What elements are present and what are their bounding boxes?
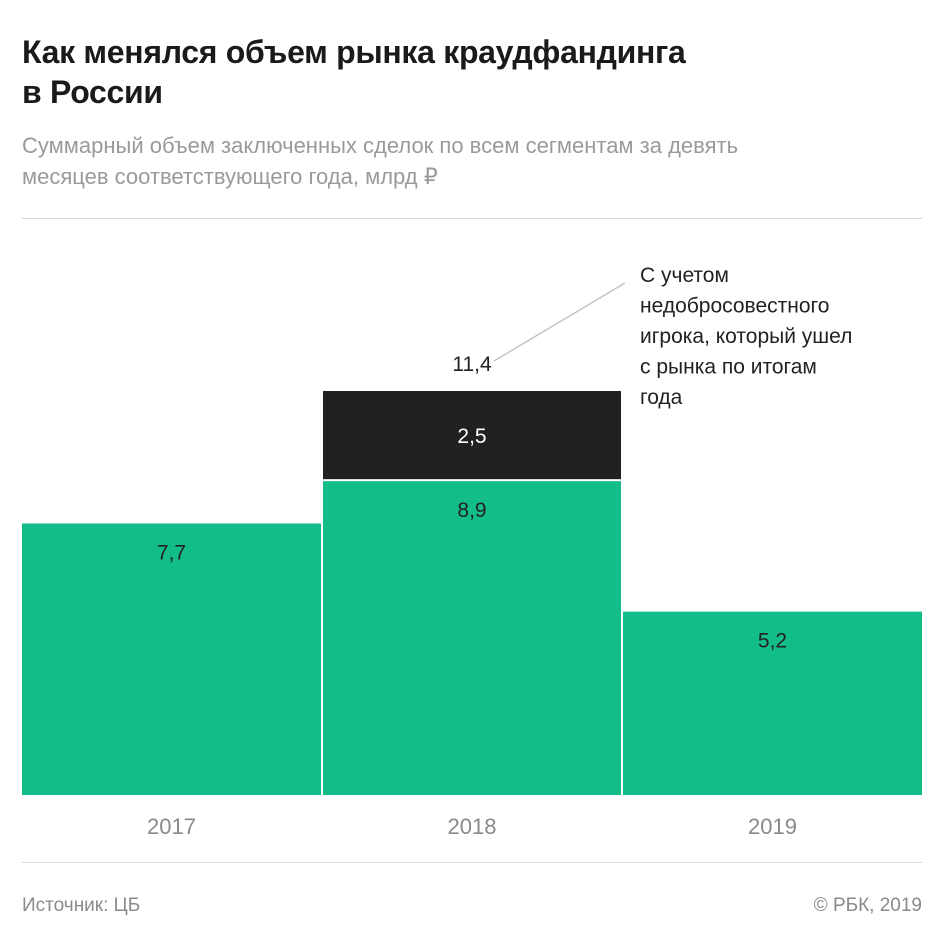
x-tick-label-2017: 2017 xyxy=(147,814,196,839)
stacked-bar-chart: 7,7 2017 8,9 2,5 2018 5,2 2019 11,4 С учетом недо… xyxy=(22,264,922,839)
header-divider xyxy=(22,218,922,219)
source-note: Источник: ЦБ xyxy=(22,895,141,916)
footer-divider xyxy=(22,862,922,863)
bar-2018 xyxy=(323,481,621,795)
bar-2019 xyxy=(623,611,922,795)
annotation-line-1: С учетом xyxy=(640,264,729,287)
chart-subtitle-line-2: месяцев соответствующего года, млрд ₽ xyxy=(22,164,438,189)
x-tick-label-2018: 2018 xyxy=(448,814,497,839)
chart-title: Как менялся объем рынка краудфандинга в … xyxy=(22,32,922,112)
annotation-leader-line xyxy=(493,282,626,362)
total-value-label-2018: 11,4 xyxy=(452,353,492,376)
bar-segment-2018-stacked xyxy=(323,391,621,480)
stacked-value-label-2018: 2,5 xyxy=(457,425,486,448)
x-tick-label-2019: 2019 xyxy=(748,814,797,839)
bar-2017 xyxy=(22,523,321,795)
bar-value-label-2017: 7,7 xyxy=(157,541,186,564)
annotation-line-4: с рынка по итогам xyxy=(640,356,817,379)
annotation-line-2: недобросовестного xyxy=(640,295,829,318)
copyright-note: © РБК, 2019 xyxy=(813,895,922,916)
chart-title-line-1: Как менялся объем рынка краудфандинга xyxy=(22,34,686,70)
bar-value-label-2019: 5,2 xyxy=(758,630,787,653)
chart-title-line-2: в России xyxy=(22,74,163,110)
bar-value-label-2018: 8,9 xyxy=(457,499,486,522)
annotation-line-3: игрока, который ушел xyxy=(640,325,852,348)
annotation-line-5: года xyxy=(640,386,683,409)
chart-subtitle: Суммарный объем заключенных сделок по вс… xyxy=(22,130,922,192)
chart-subtitle-line-1: Суммарный объем заключенных сделок по вс… xyxy=(22,133,739,158)
